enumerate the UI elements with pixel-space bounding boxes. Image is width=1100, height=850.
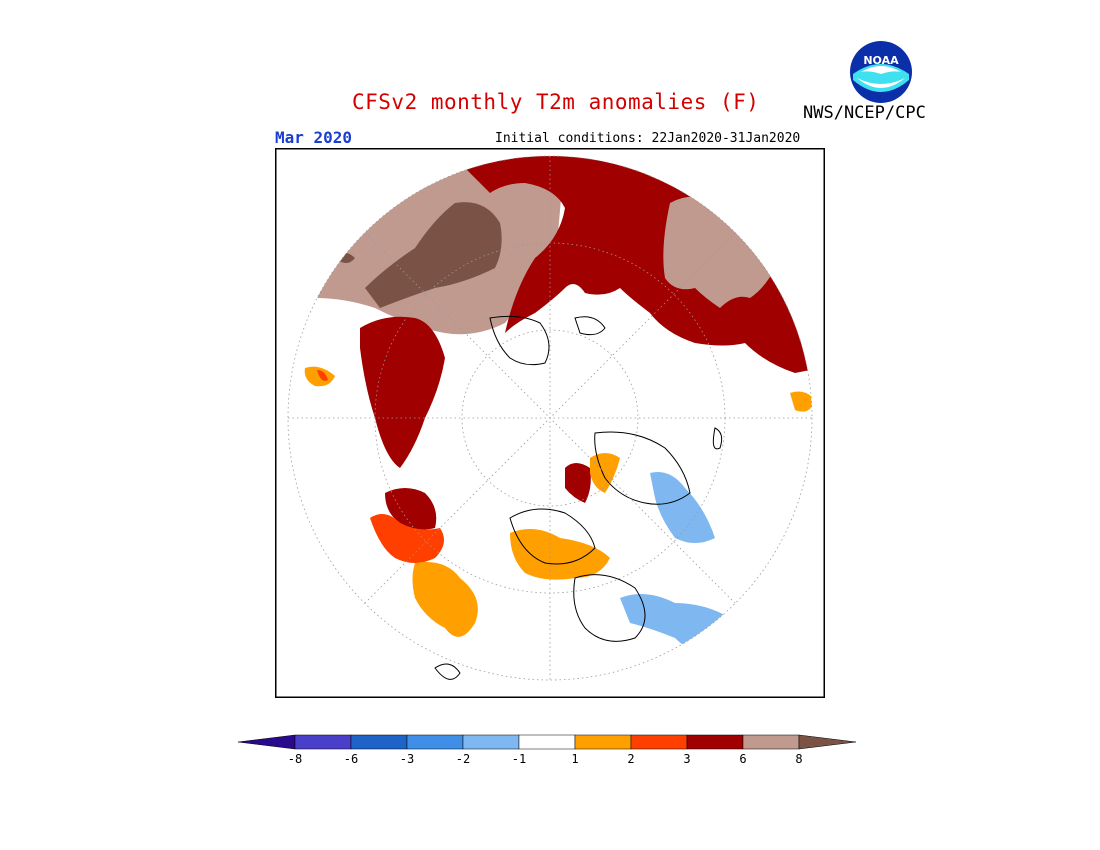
colorbar-cell [406,734,464,750]
agency-label: NWS/NCEP/CPC [803,103,926,123]
noaa-logo-text: NOAA [863,54,899,67]
dark-red-anomaly-region-scandinavia [565,463,591,503]
colorbar-tick-label: 3 [683,752,691,766]
colorbar-cell [462,734,520,750]
colorbar [238,734,857,750]
colorbar-cell [686,734,744,750]
colorbar-tick-label: -6 [343,752,359,766]
noaa-logo: NOAA [850,41,912,103]
colorbar-cell [294,734,352,750]
dark-red-anomaly-region-greenland [360,316,445,468]
colorbar-tick-label: -3 [399,752,415,766]
colorbar-cell [518,734,576,750]
chart-title: CFSv2 monthly T2m anomalies (F) [352,90,760,114]
colorbar-tick-label: -8 [287,752,303,766]
colorbar-tick-label: 6 [739,752,747,766]
map-border [275,148,825,698]
colorbar-arrow-left [238,734,296,750]
colorbar-cell [350,734,408,750]
forecast-month: Mar 2020 [275,128,353,147]
orange-anomaly-region-right [790,391,812,412]
orange-anomaly-region-scandinavia [590,453,620,493]
colorbar-arrow-right [798,734,857,750]
light-blue-anomaly-region-russia [650,472,715,543]
colorbar-cell [574,734,632,750]
colorbar-cell [630,734,688,750]
anomaly-map [275,148,825,698]
colorbar-tick-label: -1 [511,752,527,766]
initial-conditions: Initial conditions: 22Jan2020-31Jan2020 [495,131,801,146]
graticule [287,155,813,681]
colorbar-tick-label: 2 [627,752,635,766]
red-orange-anomaly-region [370,514,444,563]
orange-anomaly-region-center [510,529,610,580]
coastlines [434,315,723,680]
colorbar-cell [742,734,800,750]
colorbar-cells [238,734,857,750]
orange-anomaly-region-west [412,562,478,637]
brown-anomaly-region [365,202,502,308]
colorbar-tick-label: -2 [455,752,471,766]
dark-red-anomaly-region-alaska [385,488,437,530]
colorbar-tick-label: 1 [571,752,579,766]
colorbar-tick-label: 8 [795,752,803,766]
red-orange-anomaly-small [317,370,328,381]
